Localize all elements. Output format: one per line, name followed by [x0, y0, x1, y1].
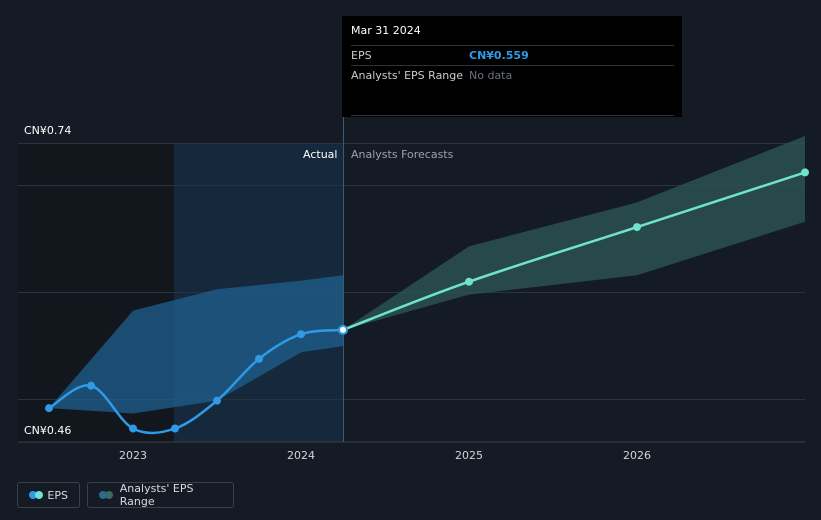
tooltip-eps-value: CN¥0.559 [469, 49, 529, 62]
eps-point[interactable] [171, 424, 179, 433]
forecast-eps-range-band [343, 136, 805, 330]
forecast-region-label: Analysts Forecasts [351, 148, 454, 161]
eps-point[interactable] [255, 354, 263, 363]
x-tick-2023: 2023 [119, 449, 147, 462]
eps-range-legend-icon [99, 491, 113, 499]
current-eps-point[interactable] [338, 324, 348, 335]
y-axis-max-label: CN¥0.74 [24, 124, 72, 137]
tooltip-range-value: No data [469, 69, 513, 82]
eps-point[interactable] [45, 404, 53, 413]
tooltip-divider [351, 115, 674, 116]
forecast-point[interactable] [465, 277, 473, 286]
actual-region-label: Actual [303, 148, 338, 161]
actual-eps-range-band [49, 275, 343, 414]
forecast-point[interactable] [801, 168, 809, 177]
eps-forecast-line [342, 171, 806, 332]
tooltip-range-label: Analysts' EPS Range [351, 69, 464, 82]
x-tick-2026: 2026 [623, 449, 651, 462]
tooltip-range-row: Analysts' EPS Range No data [351, 65, 674, 85]
eps-point[interactable] [213, 396, 221, 405]
legend-eps-label: EPS [47, 488, 68, 502]
eps-legend-icon [29, 491, 43, 499]
x-tick-2024: 2024 [287, 449, 315, 462]
legend-eps-range[interactable]: Analysts' EPS Range [87, 482, 234, 508]
eps-point[interactable] [87, 381, 95, 390]
tooltip-date: Mar 31 2024 [351, 24, 421, 37]
hover-tooltip: Mar 31 2024 EPS CN¥0.559 Analysts' EPS R… [342, 16, 682, 117]
eps-point[interactable] [129, 424, 137, 433]
forecast-point[interactable] [633, 223, 641, 232]
x-tick-2025: 2025 [455, 449, 483, 462]
legend-eps[interactable]: EPS [17, 482, 80, 508]
legend-eps-range-label: Analysts' EPS Range [119, 482, 194, 508]
eps-line [48, 328, 344, 435]
y-axis-min-label: CN¥0.46 [24, 424, 72, 437]
tooltip-eps-label: EPS [351, 49, 372, 62]
tooltip-eps-row: EPS CN¥0.559 [351, 45, 674, 65]
eps-point[interactable] [297, 330, 305, 339]
